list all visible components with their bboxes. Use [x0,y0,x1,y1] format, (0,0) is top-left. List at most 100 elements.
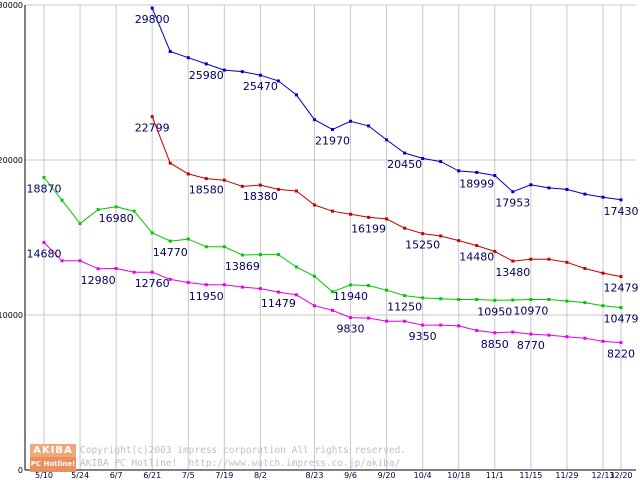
data-point [529,332,533,336]
data-point [619,341,623,345]
data-point [78,222,82,226]
data-point [168,277,172,281]
data-label: 12980 [81,274,116,287]
data-point [222,245,226,249]
data-point [457,169,461,173]
data-point [240,184,244,188]
x-tick-label: 7/19 [215,471,233,480]
data-point [294,293,298,297]
data-point [150,115,154,119]
data-label: 18870 [27,183,62,196]
data-point [493,331,497,335]
data-point [312,274,316,278]
data-point [583,267,587,270]
akiba-logo: AKIBA PC Hotline! [30,444,76,472]
x-tick-label: 12/13 [591,471,614,480]
data-point [583,336,587,340]
data-point [529,257,533,261]
data-point [96,208,100,212]
data-point [331,290,334,294]
data-label: 15250 [405,239,440,252]
data-point [276,253,280,257]
data-point [42,240,46,244]
data-label: 21970 [315,134,350,147]
data-point [204,177,208,181]
data-point [186,172,190,176]
data-label: 14770 [153,246,188,259]
data-label: 17953 [495,197,530,210]
x-tick-labels: 5/10 5/24 6/7 6/21 7/5 7/19 8/2 8/23 9/6 9/20 10/4… [35,471,633,480]
x-tick-label: 10/18 [447,471,470,480]
data-point [601,304,605,308]
data-point [457,324,461,328]
data-point [204,283,208,287]
data-label: 11940 [333,290,368,303]
data-point [475,329,479,332]
data-point [493,298,497,302]
data-point [403,151,407,155]
y-tick-label: 10000 [0,311,23,320]
series [42,6,623,345]
series-3 [42,176,623,310]
data-label: 22799 [135,122,170,135]
data-point [78,259,82,263]
y-tick-labels: 0 10000 20000 30000 [0,1,23,475]
data-point [583,301,587,305]
data-point [367,284,371,288]
data-point [168,161,172,165]
data-point [565,335,569,339]
data-point [222,283,226,287]
data-point [439,234,443,238]
data-label: 14480 [459,251,494,264]
x-tick-label: 7/5 [182,471,195,480]
data-label: 12479 [604,282,639,295]
data-label: 18999 [459,177,494,190]
data-point [312,203,316,207]
data-point [457,298,461,301]
data-point [42,176,46,180]
data-point [204,245,208,249]
logo-bottom-text: PC Hotline! [30,457,76,472]
x-tick-label: 10/4 [414,471,432,480]
data-point [547,298,551,301]
data-label: 8850 [481,338,509,351]
data-point [294,93,298,97]
data-point [511,190,515,194]
x-tick-label: 8/2 [254,471,267,480]
data-point [439,160,443,164]
data-point [150,231,154,235]
data-point [276,79,280,83]
y-tick-label: 20000 [0,156,23,165]
copyright-line-2: AKIBA PC Hotline! http://www.watch.impre… [80,458,401,469]
data-point [240,70,244,74]
data-label: 14680 [27,247,62,260]
data-label: 25470 [243,80,278,93]
data-point [331,127,334,131]
data-label: 17430 [604,205,639,218]
data-point [385,217,389,221]
data-point [619,275,623,279]
data-point [114,267,118,270]
x-tick-label: 9/20 [378,471,396,480]
data-point [96,267,100,271]
data-point [475,244,479,248]
series-4 [42,240,623,345]
data-point [186,237,190,241]
data-point [385,319,389,323]
data-label: 8770 [517,339,545,352]
data-point [150,270,154,274]
data-point [493,249,497,253]
data-point [132,270,136,274]
data-label: 29800 [135,13,170,26]
data-point [276,290,280,294]
x-tick-label: 5/24 [71,471,89,480]
data-label: 20450 [387,158,422,171]
data-point [439,297,443,301]
data-point [601,195,605,199]
data-point [258,253,262,257]
data-point [349,283,353,287]
data-point [222,68,226,72]
data-label: 13869 [225,260,260,273]
